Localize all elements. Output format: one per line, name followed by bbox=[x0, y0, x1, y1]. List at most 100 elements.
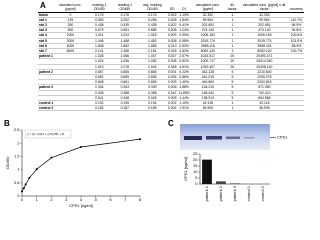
table-cell: 1 bbox=[224, 48, 240, 55]
table-cell: 0.192 bbox=[86, 100, 113, 107]
table-cell bbox=[38, 95, 55, 102]
table-row: std 7 8000 2.141 2.166 2.154 0.018 0.82% 8052.1… bbox=[38, 48, 304, 55]
table-cell: 0.22% bbox=[177, 69, 191, 76]
table-cell: 0.292 bbox=[112, 17, 138, 24]
table-cell bbox=[54, 74, 87, 81]
table-cell: 8052.120 bbox=[239, 48, 289, 55]
column-header: reading 2 OD450 bbox=[112, 3, 138, 13]
table-cell: 101.0% bbox=[288, 38, 304, 44]
table-cell: 1 bbox=[224, 100, 240, 107]
table-cell: 1 bbox=[224, 43, 240, 50]
bar bbox=[230, 183, 240, 184]
table-cell: 0.008 bbox=[166, 38, 178, 44]
table-cell: 2019.774 bbox=[239, 38, 289, 44]
table-cell: 1.452 bbox=[137, 38, 167, 44]
table-row: 0.648 0.661 0.655 0.009 1.40% 440.563 5 2202.81… bbox=[38, 79, 304, 86]
x-axis-label: CPS1 [ng/ml] bbox=[69, 203, 93, 208]
table-cell: 0.008 bbox=[166, 58, 178, 65]
figure: A B C CPS1 0 0.5 1 1.5 2 2.5 0 1 2 3 4 5 6 7 8 CPS1 [ng… bbox=[4, 1, 288, 208]
table-cell: 5 bbox=[224, 95, 240, 102]
y-axis-label: OD450 bbox=[5, 156, 10, 169]
column-header: dil. factor bbox=[224, 3, 240, 13]
table-cell: 202.691 bbox=[190, 22, 225, 29]
x-tick-label: 1 bbox=[36, 197, 39, 202]
table-cell: 0.176 bbox=[137, 12, 167, 18]
table-cell: 8052.120 bbox=[190, 48, 225, 55]
table-cell: 0.436 bbox=[86, 22, 113, 29]
table-cell: 0.53% bbox=[177, 43, 191, 50]
table-cell bbox=[54, 53, 87, 60]
table-cell: 0.296 bbox=[137, 17, 167, 24]
table-cell bbox=[288, 12, 304, 18]
table-row: 1.024 1.036 1.030 0.008 0.82% 1000.717 20 20014… bbox=[38, 58, 304, 65]
table-row: control 2 0.182 0.187 0.185 0.004 1.91% 36.905… bbox=[38, 105, 304, 112]
table-cell: 1 bbox=[224, 105, 240, 112]
column-header: avg. reading OD450 bbox=[137, 3, 167, 13]
table-cell: 1.862 bbox=[112, 43, 138, 50]
data-point bbox=[21, 190, 23, 193]
panel-label: C bbox=[168, 119, 174, 128]
table-cell: 0.343 bbox=[112, 84, 138, 91]
table-cell: 0.651 bbox=[86, 74, 113, 81]
table-cell: 1.458 bbox=[112, 38, 138, 44]
table-cell: 1000.717 bbox=[190, 58, 225, 65]
table-cell: 0.009 bbox=[166, 79, 178, 86]
table-cell: 1.24% bbox=[177, 27, 191, 34]
table-cell: 0.008 bbox=[166, 27, 178, 34]
table-row: 1.010 1.078 1.044 0.048 4.61% 1020.407 20 20408… bbox=[38, 64, 304, 70]
y-axis-label: CPS1 [ng/ml] bbox=[183, 157, 188, 181]
table-cell: std 4 bbox=[38, 32, 55, 39]
table-cell: 0.328 bbox=[86, 90, 113, 96]
table-cell: 3958.116 bbox=[190, 43, 225, 50]
table-cell: 2205.075 bbox=[239, 74, 289, 81]
y-tick-label: 25 bbox=[193, 151, 198, 156]
table-cell: 1.010 bbox=[86, 64, 113, 70]
table-cell: 134.210 bbox=[190, 84, 225, 91]
table-cell bbox=[54, 79, 87, 86]
bar bbox=[202, 159, 212, 184]
table-cell bbox=[288, 84, 304, 91]
y-tick-label: 10 bbox=[193, 169, 198, 174]
table-cell bbox=[54, 105, 87, 112]
table-cell: 0.176 bbox=[112, 12, 138, 18]
table-cell: 1.446 bbox=[86, 38, 113, 44]
table-cell: 20490.371 bbox=[239, 53, 289, 60]
table-cell: 1.024 bbox=[112, 32, 138, 39]
table-cell: 11.85% bbox=[177, 90, 191, 96]
table-cell bbox=[288, 100, 304, 107]
table-cell bbox=[288, 58, 304, 65]
table-cell: 1.036 bbox=[112, 58, 138, 65]
equation-box bbox=[24, 129, 72, 139]
table-cell: 0.048 bbox=[166, 64, 178, 70]
column-header: CV bbox=[177, 4, 191, 13]
table-cell: 99.964 bbox=[190, 17, 225, 24]
table-cell: 0.027 bbox=[166, 53, 178, 60]
table-cell: 1020.407 bbox=[190, 64, 225, 70]
table-cell: 20 bbox=[224, 53, 240, 60]
table-cell bbox=[54, 90, 87, 96]
table-cell: 1 bbox=[224, 12, 240, 18]
table-cell bbox=[288, 53, 304, 60]
table-cell: 20 bbox=[224, 58, 240, 65]
x-tick-label: 0 bbox=[21, 197, 24, 202]
table-cell bbox=[38, 79, 55, 86]
table-cell: 100.6% bbox=[288, 32, 304, 39]
table-cell: 2.166 bbox=[112, 48, 138, 55]
table-cell: 8000 bbox=[54, 48, 87, 55]
blot-band bbox=[244, 137, 254, 139]
table-cell: 36.905 bbox=[239, 105, 289, 112]
header-row: standard conc. [pg/ml] reading 1 OD450 rea… bbox=[38, 3, 304, 13]
table-cell: 0.010 bbox=[166, 43, 178, 50]
table-cell: 0.655 bbox=[112, 69, 138, 76]
table-cell: std 5 bbox=[38, 38, 55, 44]
table-cell: 2202.815 bbox=[239, 79, 289, 86]
table-cell: 1024.517 bbox=[190, 53, 225, 60]
table-cell: 0.341 bbox=[86, 95, 113, 102]
table-row: std 4 1000 1.011 1.024 1.018 0.009 0.90% 1006.1… bbox=[38, 32, 304, 39]
table-cell: 0.656 bbox=[137, 69, 167, 76]
table-cell bbox=[288, 95, 304, 102]
data-point bbox=[22, 187, 25, 190]
table-cell: 0.042 bbox=[166, 90, 178, 96]
table-cell: 0.659 bbox=[112, 74, 138, 81]
table-cell: 94.8% bbox=[288, 27, 304, 34]
